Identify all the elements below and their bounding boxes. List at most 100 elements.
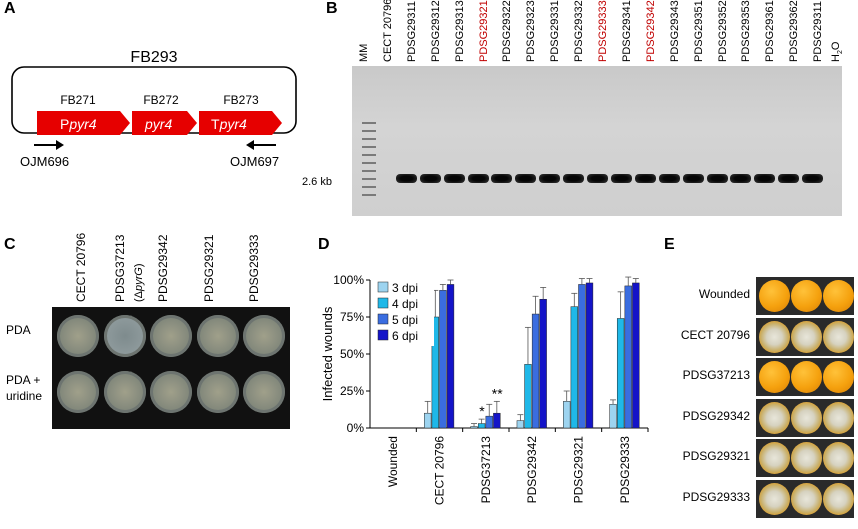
y-tick-label: 25%	[340, 384, 364, 398]
orange-fruit	[823, 280, 854, 312]
lane-label: PDSG29361	[764, 0, 777, 62]
orange-fruit	[759, 361, 790, 393]
lane-label: PDSG29353	[740, 0, 753, 62]
gel-band	[467, 174, 489, 183]
pyr4-arrow	[132, 111, 197, 135]
panel-letter-e: E	[664, 236, 675, 253]
y-tick-label: 50%	[340, 347, 364, 361]
part-label-1: FB271	[60, 93, 96, 107]
agar-plate	[196, 315, 239, 357]
terminator-arrow	[199, 111, 282, 135]
bar	[477, 423, 486, 429]
bar	[524, 364, 532, 429]
lane-label: PDSG29342	[644, 0, 657, 62]
orange-fruit	[823, 320, 854, 353]
panel-letter-a: A	[4, 0, 16, 17]
orange-row-label: PDSG29342	[682, 408, 750, 423]
x-tick-label: PDSG29321	[572, 436, 586, 504]
lane-label: PDSG29322	[501, 0, 514, 62]
lane-label: PDSG29331	[549, 0, 562, 62]
ladder-band	[362, 194, 376, 196]
gel-band	[658, 174, 680, 183]
agar-plate	[57, 315, 99, 357]
orange-photo	[756, 277, 854, 315]
legend-swatch	[377, 313, 389, 325]
gel-band	[730, 174, 752, 183]
bar	[570, 306, 578, 429]
legend-swatch	[377, 281, 389, 293]
band-size-label: 2.6 kb	[302, 176, 332, 188]
orange-fruit	[759, 482, 790, 515]
lane-label: PDSG29311	[405, 1, 418, 62]
plasmid-diagram-svg: FB293 FB271 FB272 FB273 Ppyr4 pyr4 Tpyr4…	[11, 49, 297, 169]
primer-left-label: OJM696	[20, 154, 69, 169]
ladder-band	[362, 154, 376, 156]
gel-band	[395, 174, 417, 183]
part-label-3: FB273	[223, 93, 259, 107]
bar	[539, 298, 547, 429]
gel-band	[539, 174, 561, 183]
panel-letter-d: D	[318, 236, 330, 253]
agar-plate	[103, 371, 146, 413]
lane-label: PDSG29352	[716, 0, 729, 62]
primer-right-label: OJM697	[230, 154, 279, 169]
lane-label: PDSG29333	[597, 0, 609, 62]
x-tick-label: Wounded	[386, 436, 400, 487]
bar	[624, 285, 632, 429]
plasmid-name: FB293	[130, 49, 177, 66]
bar	[516, 420, 525, 429]
lane-label: PDSG29362	[788, 0, 801, 62]
bar	[485, 415, 493, 429]
legend-label: 3 dpi	[392, 281, 418, 295]
plate-column-label: PDSG29333	[247, 234, 261, 302]
orange-fruit	[823, 482, 854, 515]
bar	[424, 412, 432, 429]
plate-column-label: PDSG37213	[113, 234, 127, 302]
legend-label: 6 dpi	[392, 329, 418, 343]
agar-plate	[243, 371, 285, 413]
delta-pyrg-label: (ΔpyrG)	[133, 263, 145, 302]
primer-forward-arrowhead	[56, 140, 64, 150]
gel-band	[587, 174, 608, 183]
agar-plate	[150, 315, 192, 357]
bar	[470, 426, 478, 429]
x-tick-label: CECT 20796	[433, 436, 447, 505]
gel-band	[515, 174, 537, 183]
ladder-band	[362, 130, 376, 132]
orange-fruit	[759, 320, 790, 353]
row-label-pda-uridine-1: PDA +	[6, 373, 41, 387]
x-tick-label: PDSG29342	[525, 436, 539, 504]
plate-photo	[52, 307, 290, 429]
bar	[585, 282, 594, 429]
y-axis-label: Infected wounds	[320, 306, 335, 401]
bar	[616, 318, 625, 429]
bar	[439, 290, 447, 429]
panel-letter-b: B	[326, 0, 338, 17]
ladder-band	[362, 170, 376, 172]
infection-bar-chart: 0% 25% 50% 75% 100% Infected wounds Wounded CEC…	[318, 270, 658, 524]
panel-letter-c: C	[4, 236, 16, 253]
bar-chart-svg: 0% 25% 50% 75% 100% Infected wounds Wounded CEC…	[320, 273, 649, 505]
orange-photo	[756, 439, 854, 477]
orange-fruit	[823, 401, 854, 434]
gel-band	[682, 174, 704, 183]
lane-label: PDSG29312	[429, 0, 442, 62]
bar	[632, 282, 640, 429]
lane-label: PDSG29343	[668, 0, 681, 62]
orange-photo	[756, 317, 854, 356]
lane-label: MM	[358, 43, 370, 62]
orange-photo	[756, 398, 854, 437]
orange-fruit	[791, 442, 822, 474]
plate-column-label: PDSG29342	[156, 234, 170, 302]
orange-fruit	[791, 401, 822, 434]
orange-fruit	[759, 280, 790, 312]
orange-row-label: CECT 20796	[680, 327, 750, 342]
lane-label: PDSG29351	[692, 0, 705, 62]
orange-fruit	[759, 401, 790, 434]
bar	[578, 284, 586, 429]
y-tick-label: 0%	[347, 421, 365, 435]
significance-marker: *	[479, 403, 485, 419]
primer-reverse-arrowhead	[246, 140, 254, 150]
gel-band	[419, 174, 441, 183]
plate-column-label: CECT 20796	[74, 232, 88, 302]
